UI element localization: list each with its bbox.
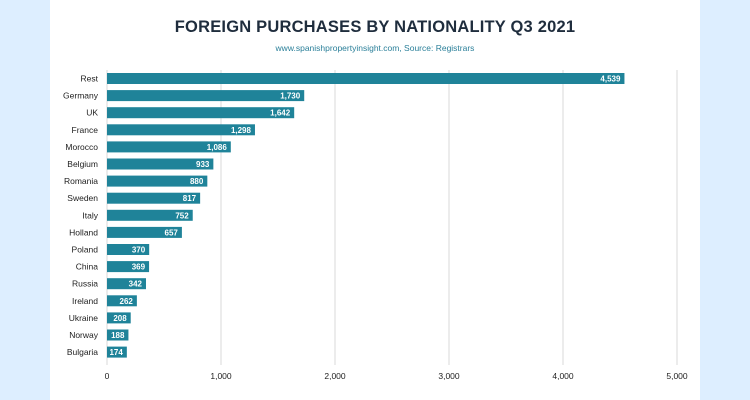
category-label: Bulgaria [67, 347, 98, 357]
bar [107, 209, 193, 221]
data-label: 1,730 [280, 92, 301, 101]
category-label: Romania [64, 176, 98, 186]
category-label: Germany [63, 91, 99, 101]
data-label: 817 [183, 194, 197, 203]
category-label: France [72, 125, 99, 135]
category-label: China [76, 262, 98, 272]
bar [107, 141, 231, 153]
bar [107, 158, 214, 170]
x-tick-label: 5,000 [666, 371, 688, 381]
category-label: Norway [69, 330, 99, 340]
bar [107, 261, 150, 273]
category-label: Italy [82, 210, 98, 220]
category-label: Belgium [67, 159, 98, 169]
category-label: Sweden [67, 193, 98, 203]
bar [107, 278, 146, 290]
bar [107, 107, 295, 119]
data-label: 657 [165, 228, 179, 237]
data-label: 262 [120, 297, 134, 306]
data-label: 188 [111, 331, 125, 340]
data-label: 1,642 [270, 109, 291, 118]
data-label: 4,539 [600, 75, 621, 84]
chart-subtitle: www.spanishpropertyinsight.com, Source: … [275, 43, 475, 53]
bar-chart: 0 1,000 2,000 3,000 4,000 5,000 Rest 4,539 Germa… [63, 70, 688, 381]
bar [107, 226, 182, 238]
bar [107, 124, 255, 136]
category-label: Poland [72, 245, 99, 255]
x-tick-label: 4,000 [552, 371, 574, 381]
chart-title: FOREIGN PURCHASES BY NATIONALITY Q3 2021 [174, 18, 576, 36]
data-label: 1,298 [231, 126, 252, 135]
category-label: Morocco [65, 142, 98, 152]
bar [107, 295, 137, 307]
category-label: UK [86, 108, 98, 118]
bar [107, 73, 625, 84]
chart-panel: FOREIGN PURCHASES BY NATIONALITY Q3 2021… [50, 0, 700, 400]
data-label: 342 [129, 280, 143, 289]
category-label: Holland [69, 227, 98, 237]
category-label: Rest [81, 74, 99, 84]
data-label: 174 [109, 348, 123, 357]
x-tick-label: 3,000 [438, 371, 460, 381]
bar [107, 312, 131, 324]
category-label: Ukraine [69, 313, 99, 323]
x-tick-label: 1,000 [210, 371, 232, 381]
data-label: 369 [132, 263, 146, 272]
bar [107, 175, 208, 187]
category-label: Ireland [72, 296, 98, 306]
x-tick-label: 0 [105, 371, 110, 381]
data-label: 208 [113, 314, 127, 323]
data-label: 752 [175, 211, 189, 220]
x-tick-label: 2,000 [324, 371, 346, 381]
data-label: 1,086 [207, 143, 228, 152]
bar [107, 329, 129, 341]
bar [107, 346, 127, 358]
data-label: 880 [190, 177, 204, 186]
bar [107, 90, 305, 102]
category-label: Russia [72, 279, 98, 289]
data-label: 370 [132, 246, 146, 255]
bar [107, 244, 150, 255]
data-label: 933 [196, 160, 210, 169]
bar [107, 192, 201, 204]
